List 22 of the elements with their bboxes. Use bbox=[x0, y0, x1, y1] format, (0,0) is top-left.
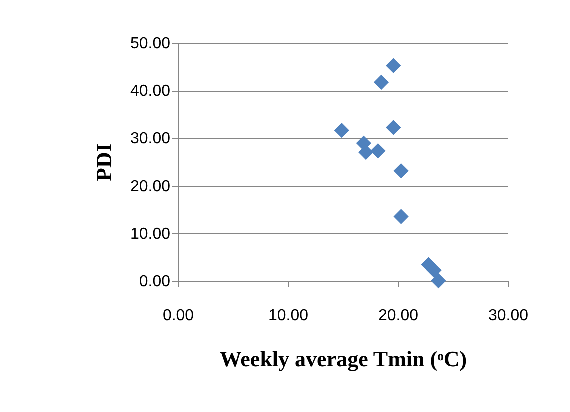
point bbox=[386, 58, 402, 74]
x-tick-label: 20.00 bbox=[378, 308, 419, 324]
y-tick-label: 30.00 bbox=[130, 130, 171, 148]
y-tick-label: 20.00 bbox=[130, 178, 171, 196]
y-tick-label: 0.00 bbox=[139, 274, 171, 290]
y-axis-title: PDI bbox=[91, 144, 116, 182]
y-tick-label: 10.00 bbox=[130, 226, 171, 243]
point bbox=[431, 273, 446, 289]
point bbox=[394, 163, 409, 179]
point bbox=[394, 209, 409, 224]
x-tick-label: 0.00 bbox=[162, 308, 194, 324]
point bbox=[358, 144, 374, 160]
y-tick-label: 40.00 bbox=[130, 83, 171, 100]
point bbox=[370, 143, 386, 159]
point bbox=[426, 262, 442, 278]
point bbox=[374, 74, 390, 90]
x-axis-title: Weekly average Tmin (ᵒC) bbox=[220, 346, 468, 372]
x-tick-label: 10.00 bbox=[268, 308, 309, 324]
point bbox=[386, 120, 402, 136]
x-tick-label: 30.00 bbox=[488, 308, 529, 324]
y-tick-label: 50.00 bbox=[130, 36, 171, 52]
point bbox=[334, 123, 350, 138]
